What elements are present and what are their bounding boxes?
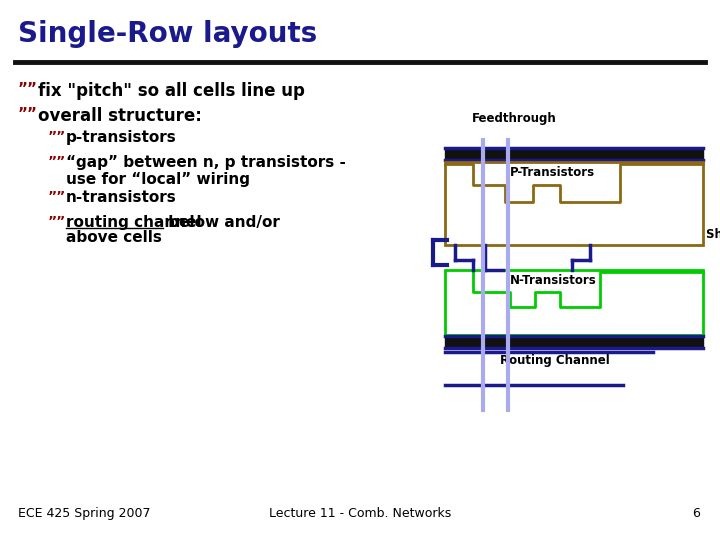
Text: ””: ”” (48, 130, 66, 144)
Text: Feedthrough: Feedthrough (472, 112, 557, 125)
Text: ””: ”” (48, 190, 66, 204)
Bar (445, 162, 703, 245)
Text: N-Transistors: N-Transistors (510, 274, 597, 287)
Text: ””: ”” (48, 215, 66, 229)
Text: fix "pitch" so all cells line up: fix "pitch" so all cells line up (38, 82, 305, 100)
Text: overall structure:: overall structure: (38, 107, 202, 125)
Text: routing channel: routing channel (66, 215, 202, 230)
Text: ””: ”” (18, 82, 38, 97)
Text: p-transistors: p-transistors (66, 130, 176, 145)
Text: Routing Channel: Routing Channel (500, 354, 610, 367)
Text: Single-Row layouts: Single-Row layouts (18, 20, 318, 48)
Text: ””: ”” (48, 155, 66, 169)
Text: ””: ”” (18, 107, 38, 122)
Text: 6: 6 (692, 507, 700, 520)
Text: above cells: above cells (66, 230, 162, 245)
Text: Short wires: Short wires (706, 228, 720, 241)
Text: below and/or: below and/or (163, 215, 280, 230)
Text: n-transistors: n-transistors (66, 190, 176, 205)
Text: Lecture 11 - Comb. Networks: Lecture 11 - Comb. Networks (269, 507, 451, 520)
Text: ECE 425 Spring 2007: ECE 425 Spring 2007 (18, 507, 150, 520)
Bar (445, 270, 703, 335)
Text: P-Transistors: P-Transistors (510, 166, 595, 179)
Text: “gap” between n, p transistors -
use for “local” wiring: “gap” between n, p transistors - use for… (66, 155, 346, 187)
